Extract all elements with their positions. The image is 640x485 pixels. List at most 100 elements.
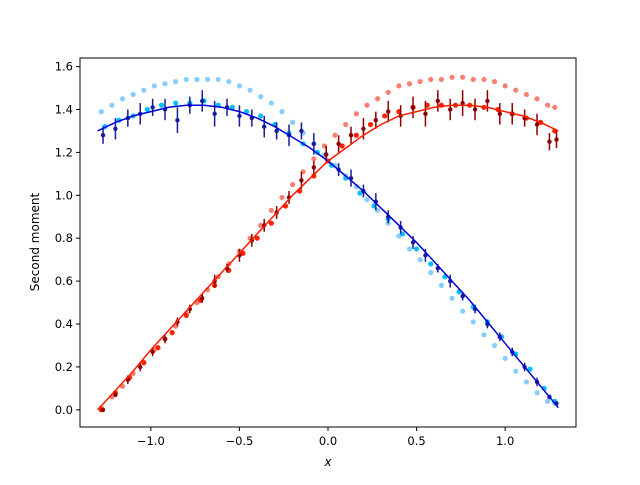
axis-ticks: −1.0 −0.5 0.0 0.5 1.0 0.0 0.2 0.4 0.6 0.8 1.0 1.2 1.…: [55, 60, 515, 448]
series-0-point: [130, 91, 136, 98]
series-0-point: [204, 76, 211, 83]
series-0-point: [481, 332, 487, 338]
series-5-point: [311, 165, 317, 170]
series-0-point: [119, 96, 126, 102]
series-5-point: [336, 141, 341, 147]
series-1-point: [513, 87, 519, 93]
y-tick-label: 1.0: [55, 188, 73, 202]
series-3-point: [141, 360, 147, 366]
series-5-point: [361, 126, 366, 131]
series-5-point: [348, 133, 354, 138]
series-5-point: [423, 111, 428, 116]
series-1-point: [289, 181, 296, 188]
series-0-point: [470, 319, 476, 325]
series-0-point: [545, 398, 551, 404]
series-3-point: [311, 173, 317, 179]
series-4-point: [175, 118, 180, 123]
series-1-point: [428, 76, 434, 83]
x-axis-label: x: [323, 455, 332, 469]
series-4-point: [274, 128, 279, 134]
series-2-point: [173, 100, 179, 106]
y-tick-label: 0.8: [55, 231, 73, 245]
y-tick-label: 0.0: [55, 403, 73, 417]
series-5-point: [138, 364, 143, 370]
x-tick-label: −1.0: [137, 434, 165, 448]
series-1-point: [502, 83, 508, 89]
series-0-point: [258, 94, 264, 100]
series-0-point: [162, 81, 168, 87]
series-0-point: [215, 76, 221, 83]
series-0-point: [534, 390, 540, 396]
series-1-point: [470, 76, 476, 83]
series-0-point: [109, 102, 115, 108]
series-0-point: [247, 87, 253, 93]
series-1-point: [406, 81, 413, 87]
series-2-point: [243, 109, 250, 115]
series-4-point: [299, 128, 304, 134]
series-5-point: [410, 105, 416, 110]
series-0-point: [183, 76, 189, 83]
series-2-point: [428, 261, 434, 267]
series-1-point: [311, 156, 317, 162]
series-0-point: [406, 246, 413, 252]
y-tick-label: 1.2: [55, 145, 73, 159]
series-0-point: [141, 87, 147, 93]
series-1-point: [438, 76, 444, 83]
series-1-point: [268, 207, 274, 213]
series-4-point: [150, 105, 155, 110]
series-5-point: [448, 107, 453, 112]
y-tick-label: 1.6: [55, 60, 73, 74]
x-tick-label: 0.0: [319, 434, 337, 448]
series-1-point: [396, 83, 402, 89]
series-3-point: [382, 113, 388, 119]
series-2-point: [527, 366, 533, 372]
series-0-point: [364, 196, 370, 203]
series-0-point: [438, 282, 444, 289]
series-5-point: [497, 111, 503, 116]
series-0-point: [449, 295, 455, 301]
series-4-point: [200, 98, 205, 104]
series-5-point: [324, 152, 329, 157]
series-5: [100, 90, 559, 413]
series-5-point: [547, 139, 552, 144]
series-5-point: [460, 100, 465, 106]
series-3-point: [240, 250, 246, 256]
series-1-point: [534, 96, 540, 102]
series-0-point: [194, 76, 200, 83]
series-0-point: [523, 379, 530, 385]
series-1-point: [343, 121, 349, 128]
series-5-point: [162, 336, 168, 342]
series-1-point: [449, 74, 455, 80]
series-0-point: [236, 83, 243, 89]
series-4-point: [100, 133, 106, 138]
series-4-point: [410, 240, 416, 245]
series-2-point: [328, 162, 335, 168]
series-1-point: [481, 76, 487, 83]
series-2-point: [413, 246, 420, 252]
series-1-point: [258, 222, 264, 228]
series-1-point: [491, 78, 498, 85]
series-0-point: [268, 100, 274, 106]
series-0-point: [417, 257, 423, 263]
series-3-point: [268, 220, 274, 226]
series-4-point: [460, 293, 465, 299]
y-tick-label: 1.4: [55, 102, 73, 116]
series-4-point: [262, 124, 267, 129]
series-5-point: [373, 118, 379, 123]
series-0-point: [151, 83, 157, 89]
x-tick-label: 0.5: [407, 434, 425, 448]
series-3-point: [339, 143, 345, 149]
y-tick-label: 0.2: [55, 360, 73, 374]
series-3-point: [155, 345, 161, 351]
series-1-point: [460, 74, 466, 80]
series-4-point: [237, 113, 242, 119]
series-0-point: [226, 78, 232, 85]
series-2-point: [229, 104, 235, 110]
series-5-point: [100, 407, 106, 413]
series-5-point: [150, 349, 155, 355]
series-5-point: [435, 98, 441, 104]
y-tick-label: 0.6: [55, 274, 73, 288]
